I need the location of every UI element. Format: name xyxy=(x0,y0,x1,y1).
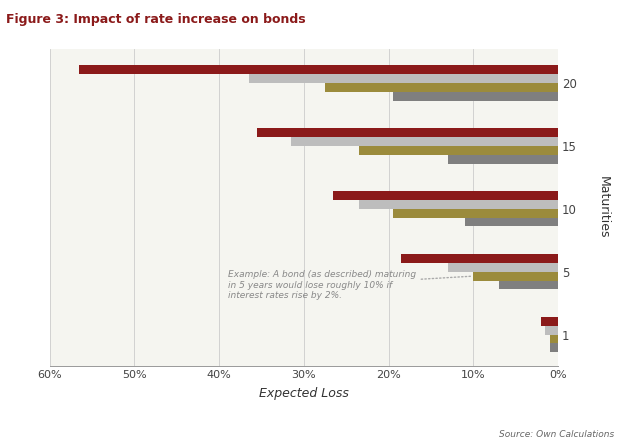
Bar xyxy=(79,65,558,74)
Bar xyxy=(249,74,558,83)
Y-axis label: Maturities: Maturities xyxy=(596,176,609,239)
Bar xyxy=(549,335,558,344)
Text: Example: A bond (as described) maturing
in 5 years would lose roughly 10% if
int: Example: A bond (as described) maturing … xyxy=(228,270,471,300)
Bar xyxy=(291,137,558,146)
Bar xyxy=(257,128,558,137)
Text: Figure 3: Impact of rate increase on bonds: Figure 3: Impact of rate increase on bon… xyxy=(6,13,306,26)
Bar xyxy=(359,146,558,155)
Bar xyxy=(393,92,558,101)
Bar xyxy=(546,326,558,335)
X-axis label: Expected Loss: Expected Loss xyxy=(259,387,348,400)
Bar xyxy=(359,200,558,209)
Bar xyxy=(448,155,558,164)
Bar xyxy=(334,191,558,200)
Text: Source: Own Calculations: Source: Own Calculations xyxy=(498,430,614,439)
Bar xyxy=(325,83,558,92)
Bar xyxy=(551,344,558,352)
Bar xyxy=(393,209,558,218)
Bar xyxy=(473,272,558,280)
Bar xyxy=(541,317,558,326)
Bar xyxy=(401,254,558,263)
Bar xyxy=(448,263,558,272)
Bar xyxy=(465,218,558,226)
Bar xyxy=(498,280,558,289)
